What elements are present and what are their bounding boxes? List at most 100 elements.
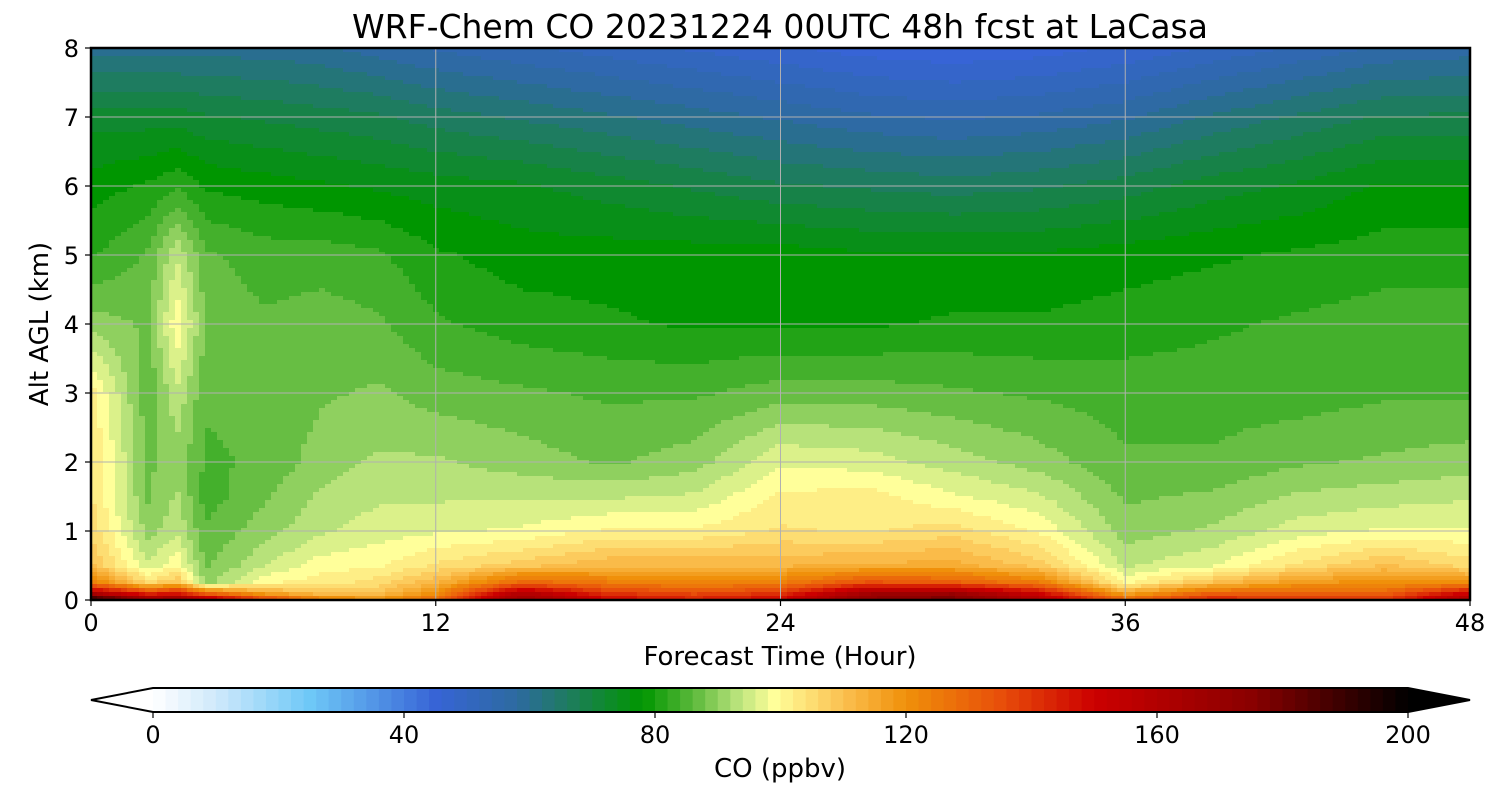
heatmap-cell — [379, 76, 386, 81]
heatmap-cell — [325, 64, 332, 69]
heatmap-cell — [253, 56, 260, 61]
heatmap-cell — [235, 76, 242, 81]
heatmap-cell — [643, 68, 650, 73]
heatmap-cell — [769, 60, 776, 65]
heatmap-cell — [589, 76, 596, 81]
heatmap-cell — [1351, 80, 1358, 85]
heatmap-cell — [1213, 80, 1220, 85]
heatmap-cell — [1363, 64, 1370, 69]
heatmap-cell — [463, 76, 470, 81]
heatmap-cell — [1051, 52, 1058, 57]
heatmap-cell — [301, 76, 308, 81]
heatmap-cell — [1135, 76, 1142, 81]
heatmap-cell — [1453, 68, 1460, 73]
heatmap-cell — [445, 72, 452, 77]
heatmap-cell — [205, 72, 212, 77]
heatmap-cell — [625, 64, 632, 69]
heatmap-cell — [457, 64, 464, 69]
heatmap-cell — [427, 52, 434, 57]
heatmap-cell — [283, 64, 290, 69]
heatmap-cell — [457, 52, 464, 57]
heatmap-cell — [595, 72, 602, 77]
heatmap-cell — [331, 56, 338, 61]
heatmap-cell — [733, 56, 740, 61]
heatmap-cell — [1435, 56, 1442, 61]
heatmap-cell — [949, 56, 956, 61]
heatmap-cell — [979, 68, 986, 73]
heatmap-cell — [277, 72, 284, 77]
heatmap-cell — [709, 52, 716, 57]
heatmap-cell — [217, 60, 224, 65]
heatmap-cell — [289, 68, 296, 73]
heatmap-cell — [847, 68, 854, 73]
heatmap-cell — [679, 64, 686, 69]
heatmap-cell — [619, 72, 626, 77]
heatmap-cell — [1213, 60, 1220, 65]
heatmap-cell — [733, 72, 740, 77]
heatmap-cell — [853, 80, 860, 85]
heatmap-cell — [1249, 72, 1256, 77]
heatmap-cell — [577, 60, 584, 65]
heatmap-cell — [565, 76, 572, 81]
heatmap-cell — [1279, 80, 1286, 85]
heatmap-cell — [799, 68, 806, 73]
heatmap-cell — [97, 68, 104, 73]
heatmap-cell — [871, 80, 878, 85]
heatmap-cell — [991, 60, 998, 65]
heatmap-cell — [697, 68, 704, 73]
heatmap-cell — [565, 80, 572, 85]
heatmap-cell — [1321, 68, 1328, 73]
heatmap-cell — [859, 84, 866, 89]
heatmap-cell — [1447, 60, 1454, 65]
heatmap-cell — [457, 68, 464, 73]
heatmap-cell — [1009, 56, 1016, 61]
heatmap-cell — [817, 76, 824, 81]
heatmap-cell — [505, 56, 512, 61]
heatmap-cell — [1153, 84, 1160, 89]
heatmap-cell — [697, 80, 704, 85]
heatmap-cell — [421, 84, 428, 89]
heatmap-cell — [625, 80, 632, 85]
heatmap-cell — [103, 60, 110, 65]
heatmap-cell — [415, 64, 422, 69]
heatmap-cell — [313, 64, 320, 69]
heatmap-cell — [253, 64, 260, 69]
heatmap-cell — [1423, 68, 1430, 73]
heatmap-cell — [1255, 72, 1262, 77]
heatmap-cell — [439, 60, 446, 65]
heatmap-cell — [127, 80, 134, 85]
heatmap-cell — [967, 76, 974, 81]
heatmap-cell — [1081, 84, 1088, 89]
heatmap-cell — [1303, 84, 1310, 89]
heatmap-cell — [199, 72, 206, 77]
heatmap-cell — [1201, 52, 1208, 57]
heatmap-cell — [937, 80, 944, 85]
heatmap-cell — [1159, 64, 1166, 69]
heatmap-cell — [139, 56, 146, 61]
heatmap-cell — [103, 84, 110, 89]
heatmap-cell — [1459, 52, 1466, 57]
heatmap-cell — [397, 76, 404, 81]
heatmap-cell — [529, 84, 536, 89]
heatmap-cell — [445, 60, 452, 65]
heatmap-cell — [985, 84, 992, 89]
heatmap-cell — [331, 60, 338, 65]
heatmap-cell — [907, 72, 914, 77]
heatmap-cell — [481, 64, 488, 69]
heatmap-cell — [1093, 60, 1100, 65]
heatmap-cell — [673, 56, 680, 61]
heatmap-cell — [1375, 76, 1382, 81]
heatmap-cell — [1099, 84, 1106, 89]
heatmap-cell — [1003, 76, 1010, 81]
heatmap-cell — [445, 80, 452, 85]
heatmap-cell — [721, 80, 728, 85]
heatmap-cell — [319, 80, 326, 85]
heatmap-cell — [1171, 76, 1178, 81]
heatmap-cell — [1381, 76, 1388, 81]
heatmap-cell — [1063, 72, 1070, 77]
heatmap-cell — [421, 72, 428, 77]
heatmap-cell — [1291, 64, 1298, 69]
heatmap-cell — [673, 64, 680, 69]
heatmap-cell — [955, 84, 962, 89]
heatmap-cell — [151, 68, 158, 73]
